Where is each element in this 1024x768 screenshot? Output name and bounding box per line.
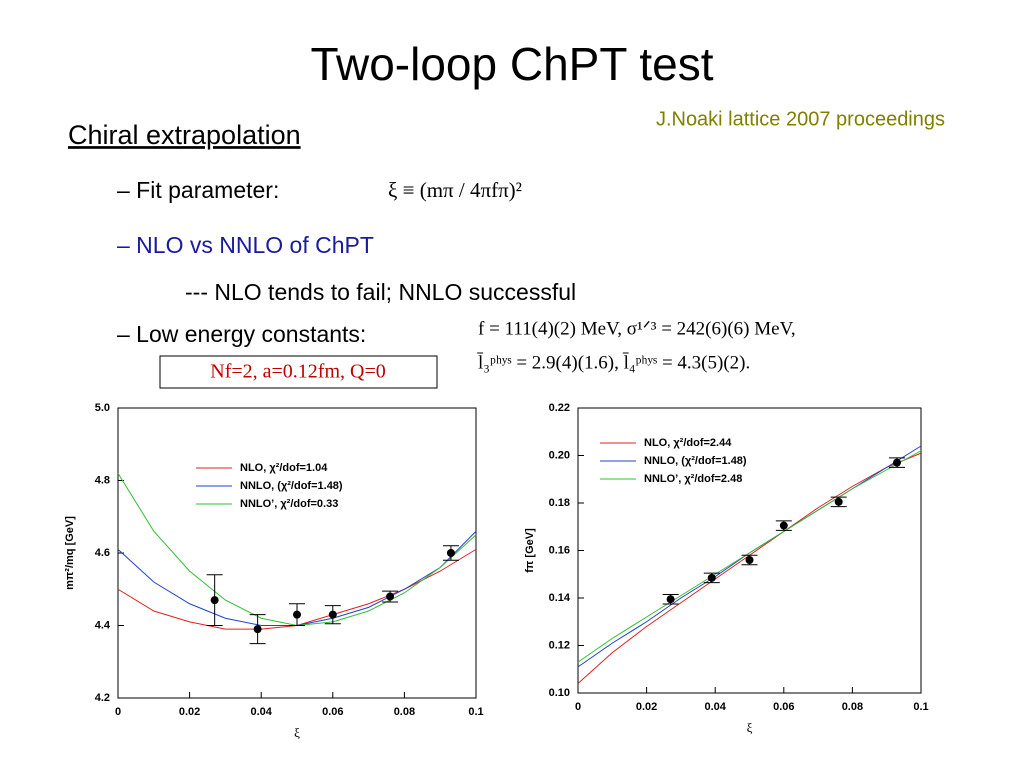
data-point: [834, 497, 843, 506]
heading: Chiral extrapolation: [68, 120, 301, 150]
data-point: [779, 521, 788, 530]
x-tick-label: 0.1: [468, 706, 483, 718]
data-point: [293, 610, 301, 619]
data-point: [328, 610, 337, 619]
formula: l̄₃ᵖʰʸˢ = 2.9(4)(1.6), l̄₄ᵖʰʸˢ = 4.3(5)(…: [477, 352, 750, 373]
y-tick-label: 4.4: [95, 619, 111, 631]
x-axis-label: ξ: [294, 725, 300, 740]
legend-label: NNLO, (χ²/dof=1.48): [644, 455, 747, 467]
x-tick-label: 0.04: [250, 706, 272, 718]
x-tick-label: 0: [115, 706, 121, 718]
data-point: [707, 573, 716, 582]
y-tick-label: 5.0: [95, 402, 110, 414]
data-point: [892, 458, 901, 467]
setup: Nf=2, a=0.12fm, Q=0: [210, 361, 385, 383]
formula: ξ ≡ (mπ / 4πfπ)²: [388, 178, 522, 202]
x-tick-label: 0.08: [842, 701, 863, 713]
y-tick-label: 4.8: [95, 474, 110, 486]
curve: [117, 472, 477, 627]
x-tick-label: 0.02: [636, 701, 657, 713]
x-tick-label: 0.06: [773, 701, 794, 713]
data-point: [666, 595, 675, 604]
legend-label: NNLO, (χ²/dof=1.48): [240, 480, 343, 492]
y-tick-label: 0.20: [549, 449, 570, 461]
x-tick-label: 0.08: [394, 706, 415, 718]
x-tick-label: 0.02: [179, 706, 200, 718]
y-tick-label: 0.22: [549, 402, 570, 414]
bullet: – Fit parameter:: [117, 177, 279, 203]
data-point: [745, 556, 754, 564]
x-axis-label: ξ: [747, 720, 753, 735]
curve: [577, 452, 922, 684]
curve: [577, 450, 922, 663]
plot-frame: [577, 407, 922, 694]
data-point: [253, 625, 262, 634]
reference: J.Noaki lattice 2007 proceedings: [656, 108, 945, 130]
y-axis-label: mπ²/mq [GeV]: [64, 516, 76, 590]
y-tick-label: 0.18: [549, 497, 570, 509]
plot-frame: [117, 407, 477, 699]
x-tick-label: 0.04: [704, 701, 726, 713]
bullet: – Low energy constants:: [117, 321, 366, 347]
slide-title: Two-loop ChPT test: [310, 38, 713, 90]
x-tick-label: 0.1: [913, 701, 928, 713]
legend-label: NNLO’, χ²/dof=2.48: [644, 473, 742, 485]
y-tick-label: 0.12: [549, 639, 570, 651]
y-tick-label: 0.10: [549, 687, 570, 699]
y-tick-label: 0.14: [549, 592, 571, 604]
data-point: [446, 549, 455, 557]
y-axis-label: fπ [GeV]: [524, 528, 536, 573]
legend-label: NLO, χ²/dof=1.04: [240, 462, 328, 474]
legend-label: NNLO’, χ²/dof=0.33: [240, 498, 338, 510]
y-tick-label: 4.6: [95, 547, 110, 559]
data-point: [386, 592, 395, 601]
bullet: --- NLO tends to fail; NNLO successful: [185, 279, 576, 305]
formula: f = 111(4)(2) MeV, σ¹ᐟ³ = 242(6)(6) MeV,: [478, 318, 796, 339]
x-tick-label: 0.06: [322, 706, 343, 718]
legend-label: NLO, χ²/dof=2.44: [644, 437, 732, 449]
y-tick-label: 4.2: [95, 692, 110, 704]
y-tick-label: 0.16: [549, 544, 570, 556]
data-point: [210, 596, 219, 605]
setup-box: [159, 355, 438, 389]
bullet: – NLO vs NNLO of ChPT: [117, 232, 374, 258]
x-tick-label: 0: [575, 701, 581, 713]
